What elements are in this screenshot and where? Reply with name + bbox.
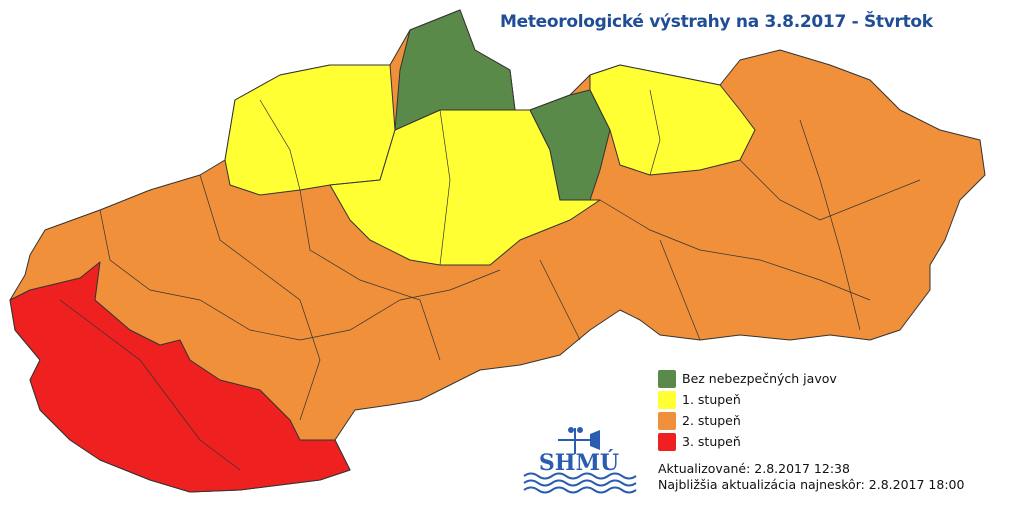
region-level-1-central[interactable] [329, 109, 601, 266]
legend-label: 3. stupeň [682, 434, 741, 449]
next-update-time: Najbližšia aktualizácia najneskôr: 2.8.2… [658, 477, 965, 492]
district-borders [59, 89, 921, 471]
legend-label: 2. stupeň [682, 413, 741, 428]
update-info: Aktualizované: 2.8.2017 12:38 Najbližšia… [658, 461, 964, 493]
updated-time: Aktualizované: 2.8.2017 12:38 [658, 461, 850, 476]
legend-item-none: Bez nebezpečných javov [658, 368, 837, 389]
legend-label: 1. stupeň [682, 392, 741, 407]
legend: Bez nebezpečných javov 1. stupeň 2. stup… [658, 368, 837, 452]
legend-label: Bez nebezpečných javov [682, 371, 837, 386]
region-no-warning-north[interactable] [394, 9, 516, 131]
legend-item-level-2: 2. stupeň [658, 410, 837, 431]
region-level-3[interactable] [9, 261, 351, 493]
map-title: Meteorologické výstrahy na 3.8.2017 - Št… [500, 12, 933, 32]
legend-swatch [658, 369, 676, 388]
shmu-logo: SHMÚ [523, 427, 637, 494]
legend-item-level-3: 3. stupeň [658, 431, 837, 452]
legend-swatch [658, 390, 676, 409]
svg-text:SHMÚ: SHMÚ [539, 449, 619, 476]
region-level-1-west[interactable] [224, 64, 396, 196]
legend-swatch [658, 432, 676, 451]
region-no-warning-east[interactable] [529, 89, 611, 201]
legend-swatch [658, 411, 676, 430]
legend-item-level-1: 1. stupeň [658, 389, 837, 410]
